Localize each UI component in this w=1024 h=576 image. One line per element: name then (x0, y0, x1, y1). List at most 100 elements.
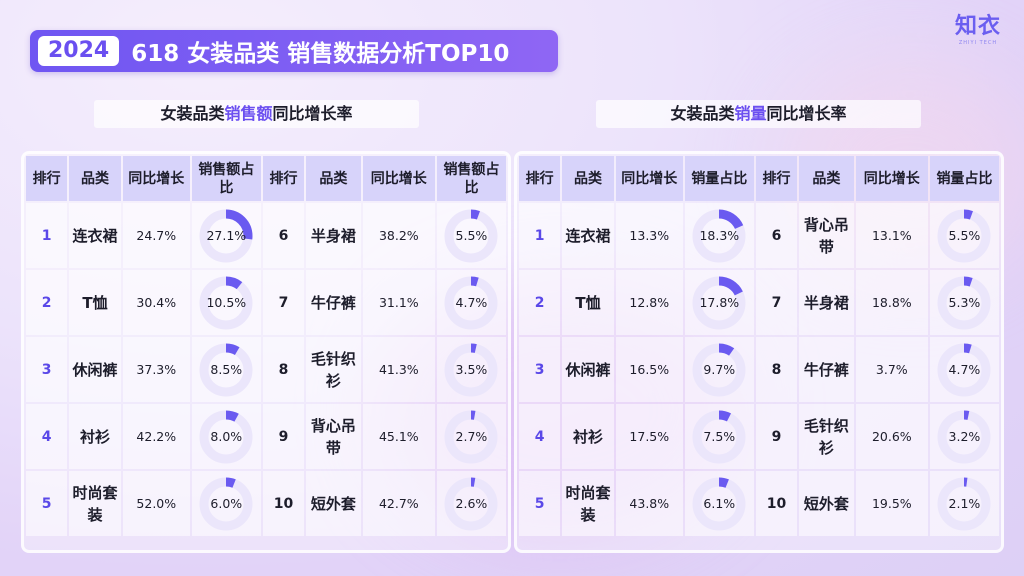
rank-cell: 4 (519, 404, 561, 469)
share-donut: 27.1% (196, 206, 256, 266)
donut-fill-arc (937, 343, 991, 396)
share-value: 18.3% (699, 227, 740, 243)
category-cell: 连衣裙 (69, 203, 121, 268)
column-header: 销量占比 (684, 156, 754, 201)
logo-subtitle: ZHIYI TECH (958, 40, 998, 46)
growth-cell: 37.3% (122, 337, 190, 402)
share-cell: 9.7% (684, 337, 754, 402)
rank-cell: 4 (26, 404, 68, 469)
share-cell: 2.7% (436, 404, 506, 469)
category-cell: 时尚套装 (562, 471, 614, 536)
donut-fill-arc (199, 477, 253, 530)
table-row: 5 时尚套装 43.8% 6.1% 10 短外套 19.5% 2.1% (519, 471, 999, 536)
share-value: 5.5% (948, 227, 981, 243)
sales-volume-table: 排行 品类 同比增长 销量占比 排行 品类 同比增长 销量占比 1 连衣裙 13.3% 18.3% 6… (517, 154, 1001, 538)
category-cell: 半身裙 (799, 270, 854, 335)
table-row: 4 衬衫 42.2% 8.0% 9 背心吊带 45.1% 2.7% (26, 404, 506, 469)
sales-volume-table-panel: 排行 品类 同比增长 销量占比 排行 品类 同比增长 销量占比 1 连衣裙 13.3% 18.3% 6… (514, 151, 1004, 553)
donut-fill-arc (199, 410, 253, 463)
growth-cell: 45.1% (362, 404, 435, 469)
column-header: 排行 (26, 156, 68, 201)
share-donut: 10.5% (196, 273, 256, 333)
growth-cell: 38.2% (362, 203, 435, 268)
share-donut: 5.5% (441, 206, 501, 266)
column-header: 品类 (799, 156, 854, 201)
share-donut: 6.0% (196, 474, 256, 534)
rank-cell: 1 (519, 203, 561, 268)
category-cell: 背心吊带 (799, 203, 854, 268)
donut-fill-arc (937, 276, 991, 329)
rank-cell: 6 (262, 203, 305, 268)
share-cell: 5.3% (929, 270, 999, 335)
share-donut: 4.7% (441, 273, 501, 333)
right-section-title: 女装品类销量同比增长率 (596, 100, 921, 128)
growth-cell: 3.7% (855, 337, 928, 402)
share-cell: 8.0% (191, 404, 261, 469)
category-cell: 衬衫 (562, 404, 614, 469)
donut-fill-arc (199, 343, 253, 396)
share-value: 6.0% (210, 495, 243, 511)
growth-cell: 42.2% (122, 404, 190, 469)
share-cell: 7.5% (684, 404, 754, 469)
donut-chart (444, 477, 498, 530)
share-donut: 3.5% (441, 340, 501, 400)
table-row: 3 休闲裤 16.5% 9.7% 8 牛仔裤 3.7% 4.7% (519, 337, 999, 402)
sales-amount-table: 排行 品类 同比增长 销售额占比 排行 品类 同比增长 销售额占比 1 连衣裙 24.7% 27.1… (24, 154, 508, 538)
growth-cell: 19.5% (855, 471, 928, 536)
share-value: 2.6% (455, 495, 488, 511)
share-value: 3.5% (455, 361, 488, 377)
category-cell: 连衣裙 (562, 203, 614, 268)
growth-cell: 20.6% (855, 404, 928, 469)
category-cell: 毛针织衫 (306, 337, 361, 402)
growth-cell: 17.5% (615, 404, 683, 469)
category-cell: 牛仔裤 (799, 337, 854, 402)
rank-cell: 7 (262, 270, 305, 335)
donut-chart (199, 276, 253, 329)
growth-cell: 41.3% (362, 337, 435, 402)
donut-chart (444, 343, 498, 396)
rank-cell: 3 (26, 337, 68, 402)
share-value: 7.5% (703, 428, 736, 444)
share-donut: 9.7% (689, 340, 749, 400)
share-donut: 3.2% (934, 407, 994, 467)
share-donut: 5.3% (934, 273, 994, 333)
left-title-suffix: 同比增长率 (272, 104, 353, 123)
growth-cell: 24.7% (122, 203, 190, 268)
rank-cell: 1 (26, 203, 68, 268)
table-row: 1 连衣裙 13.3% 18.3% 6 背心吊带 13.1% 5.5% (519, 203, 999, 268)
donut-chart (937, 343, 991, 396)
donut-fill-arc (692, 410, 746, 463)
share-value: 2.7% (455, 428, 488, 444)
table-header-row: 排行 品类 同比增长 销量占比 排行 品类 同比增长 销量占比 (519, 156, 999, 201)
growth-cell: 18.8% (855, 270, 928, 335)
rank-cell: 2 (26, 270, 68, 335)
donut-chart (444, 410, 498, 463)
column-header: 同比增长 (615, 156, 683, 201)
rank-cell: 10 (755, 471, 798, 536)
column-header: 排行 (519, 156, 561, 201)
share-donut: 7.5% (689, 407, 749, 467)
share-donut: 2.6% (441, 474, 501, 534)
donut-chart (199, 343, 253, 396)
rank-cell: 7 (755, 270, 798, 335)
donut-fill-arc (937, 209, 991, 262)
donut-chart (692, 410, 746, 463)
share-donut: 2.7% (441, 407, 501, 467)
column-header: 销售额占比 (436, 156, 506, 201)
donut-fill-arc (444, 276, 498, 329)
share-value: 10.5% (206, 294, 247, 310)
share-value: 4.7% (455, 294, 488, 310)
donut-chart (937, 209, 991, 262)
column-header: 品类 (69, 156, 121, 201)
category-cell: T恤 (69, 270, 121, 335)
donut-fill-arc (444, 343, 498, 396)
category-cell: 短外套 (799, 471, 854, 536)
category-cell: 牛仔裤 (306, 270, 361, 335)
column-header: 同比增长 (362, 156, 435, 201)
share-donut: 17.8% (689, 273, 749, 333)
share-value: 8.5% (210, 361, 243, 377)
donut-chart (199, 410, 253, 463)
share-donut: 5.5% (934, 206, 994, 266)
right-title-prefix: 女装品类 (670, 104, 735, 123)
share-donut: 6.1% (689, 474, 749, 534)
